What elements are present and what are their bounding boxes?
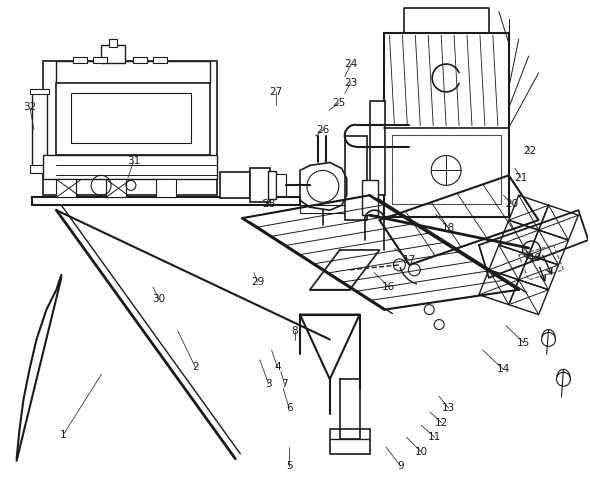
Bar bbox=[109, 39, 117, 47]
Bar bbox=[153, 57, 167, 63]
Bar bbox=[73, 57, 87, 63]
Text: 11: 11 bbox=[428, 432, 441, 442]
Bar bbox=[44, 61, 218, 195]
Bar bbox=[57, 83, 211, 154]
Circle shape bbox=[542, 333, 556, 346]
Bar bbox=[362, 180, 378, 215]
Bar bbox=[300, 205, 360, 213]
Bar bbox=[221, 172, 250, 198]
Text: 21: 21 bbox=[514, 173, 527, 183]
Bar bbox=[101, 45, 125, 63]
Bar bbox=[71, 93, 191, 143]
Text: 10: 10 bbox=[415, 447, 428, 457]
Text: 22: 22 bbox=[523, 147, 536, 156]
Circle shape bbox=[408, 264, 420, 276]
Text: 15: 15 bbox=[517, 338, 530, 348]
Bar bbox=[133, 57, 147, 63]
Bar bbox=[57, 61, 211, 83]
Bar bbox=[250, 169, 270, 202]
Circle shape bbox=[523, 241, 540, 259]
Text: 26: 26 bbox=[316, 125, 330, 135]
Text: 23: 23 bbox=[344, 78, 358, 88]
Text: 18: 18 bbox=[442, 223, 455, 233]
Bar bbox=[106, 179, 126, 197]
Text: 29: 29 bbox=[251, 277, 264, 287]
Text: 14: 14 bbox=[497, 364, 510, 375]
Text: 31: 31 bbox=[127, 156, 140, 166]
Text: 12: 12 bbox=[435, 418, 448, 428]
Text: 27: 27 bbox=[270, 88, 283, 97]
Bar bbox=[30, 89, 50, 94]
Text: 13: 13 bbox=[442, 403, 455, 413]
Bar bbox=[30, 166, 50, 173]
Text: 20: 20 bbox=[506, 199, 519, 209]
Text: 32: 32 bbox=[23, 102, 37, 112]
Circle shape bbox=[556, 372, 571, 386]
Circle shape bbox=[394, 259, 405, 271]
Text: 17: 17 bbox=[403, 256, 416, 265]
Text: 24: 24 bbox=[344, 59, 358, 69]
Text: 3: 3 bbox=[266, 379, 272, 389]
Circle shape bbox=[434, 319, 444, 330]
Text: 28: 28 bbox=[262, 199, 275, 209]
Bar bbox=[330, 429, 369, 454]
Text: 7: 7 bbox=[281, 379, 288, 389]
Bar bbox=[345, 135, 366, 220]
Bar bbox=[93, 57, 107, 63]
Text: 9: 9 bbox=[397, 461, 404, 471]
Text: 2: 2 bbox=[192, 362, 199, 372]
Bar bbox=[31, 91, 47, 170]
Bar bbox=[369, 101, 385, 195]
Bar bbox=[44, 154, 218, 179]
Bar bbox=[31, 197, 300, 205]
Text: 19: 19 bbox=[529, 253, 542, 263]
Bar bbox=[276, 174, 286, 196]
Bar bbox=[385, 33, 509, 217]
Text: 1: 1 bbox=[60, 430, 67, 440]
Text: 5: 5 bbox=[286, 461, 293, 471]
Circle shape bbox=[424, 305, 434, 315]
Text: 4: 4 bbox=[274, 362, 281, 372]
Bar bbox=[268, 171, 276, 199]
Bar bbox=[57, 179, 76, 197]
Text: 30: 30 bbox=[152, 294, 165, 304]
Bar bbox=[392, 134, 501, 204]
Text: 6: 6 bbox=[286, 403, 293, 413]
Bar bbox=[156, 179, 176, 197]
Text: 25: 25 bbox=[332, 98, 346, 108]
Text: 16: 16 bbox=[382, 282, 395, 292]
Text: 8: 8 bbox=[291, 326, 299, 336]
